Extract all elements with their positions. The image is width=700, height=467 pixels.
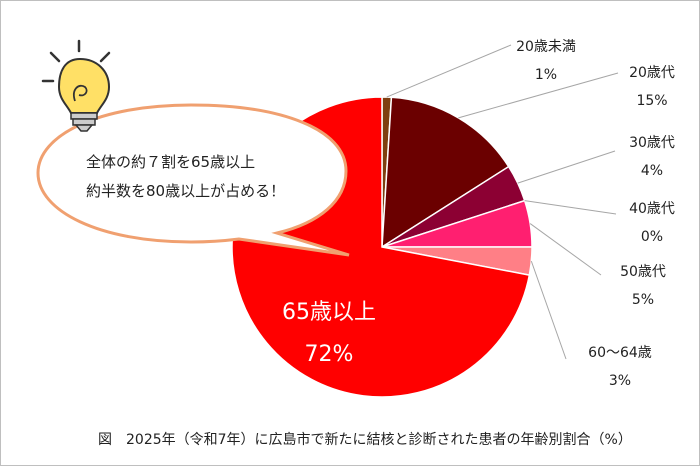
category-label-65plus: 65歳以上 — [282, 300, 376, 325]
label-40s: 40歳代 0% — [629, 201, 675, 245]
label-under20: 20歳未満 1% — [516, 39, 576, 83]
label-20s: 20歳代 15% — [629, 65, 675, 109]
value-label-30s: 4% — [641, 163, 663, 179]
bubble-text-line2: 約半数を80歳以上が占める！ — [86, 182, 285, 200]
bubble-text-line1: 全体の約７割を65歳以上 — [86, 153, 255, 171]
value-label-20s: 15% — [636, 93, 667, 109]
value-label-under20: 1% — [535, 67, 557, 83]
value-label-40s: 0% — [641, 229, 663, 245]
category-label-20s: 20歳代 — [629, 65, 675, 81]
category-label-50s: 50歳代 — [620, 264, 666, 280]
label-60-64: 60～64歳 3% — [588, 345, 652, 389]
lightbulb-icon — [41, 39, 111, 132]
figure-caption: 図 2025年（令和7年）に広島市で新たに結核と診断された患者の年齢別割合（%） — [98, 432, 632, 448]
category-label-60-64: 60～64歳 — [588, 345, 652, 361]
leader-line-60-64 — [530, 260, 567, 360]
speech-bubble: 全体の約７割を65歳以上 約半数を80歳以上が占める！ — [36, 103, 350, 257]
category-label-30s: 30歳代 — [629, 135, 675, 151]
leader-line-20s — [458, 72, 619, 119]
speech-bubble-shape — [36, 103, 350, 257]
leader-lines — [386, 44, 619, 360]
label-50s: 50歳代 5% — [620, 264, 666, 308]
value-label-65plus: 72% — [305, 342, 354, 367]
leader-line-50s — [529, 223, 602, 276]
category-label-under20: 20歳未満 — [516, 39, 576, 55]
leader-line-under20 — [386, 44, 512, 98]
label-30s: 30歳代 4% — [629, 135, 675, 179]
value-label-50s: 5% — [632, 292, 654, 308]
category-label-40s: 40歳代 — [629, 201, 675, 217]
leader-line-30s — [517, 150, 616, 184]
value-label-60-64: 3% — [609, 373, 631, 389]
leader-line-40s — [524, 200, 617, 215]
